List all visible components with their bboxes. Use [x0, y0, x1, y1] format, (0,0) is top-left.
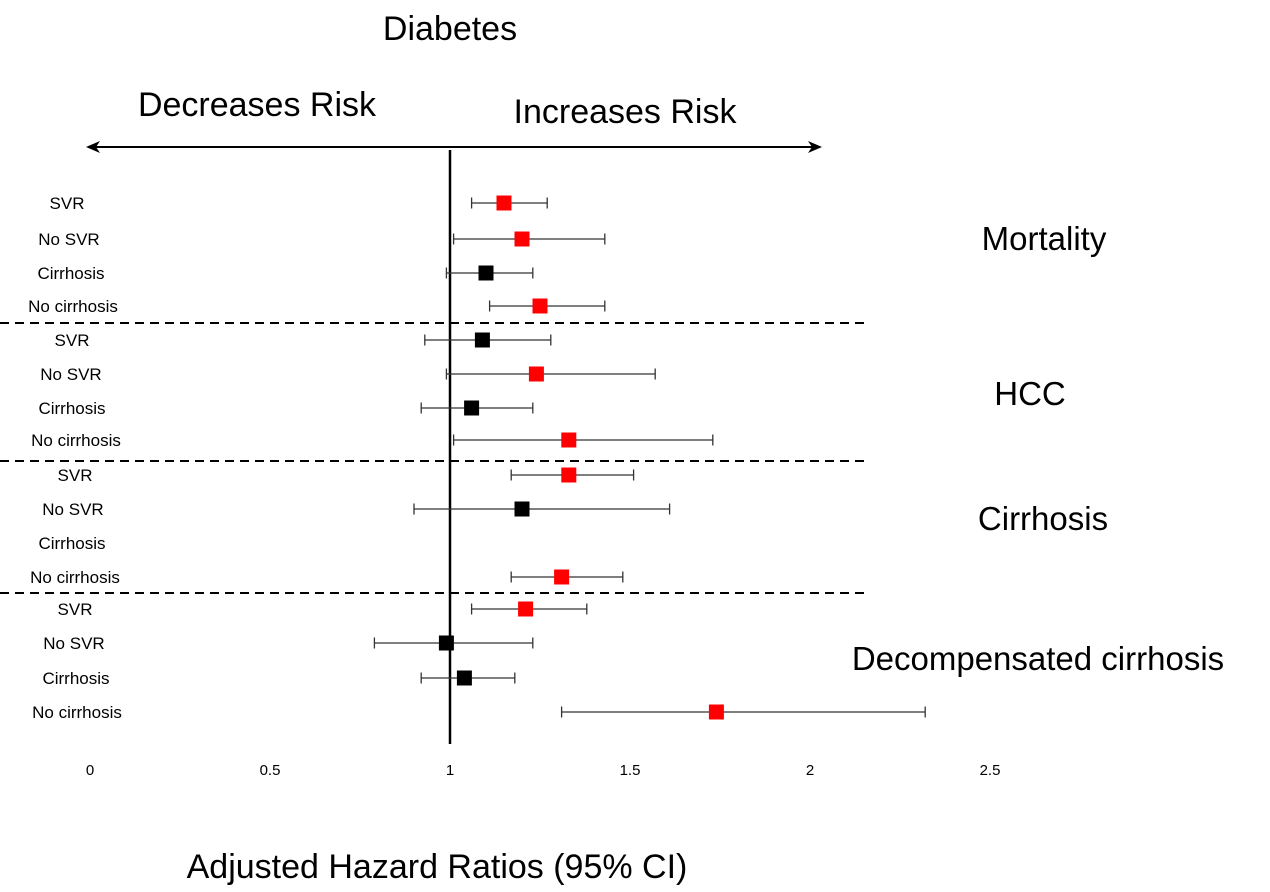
row-label: No SVR: [40, 365, 101, 384]
row-label: Cirrhosis: [38, 399, 105, 418]
row-label: No cirrhosis: [32, 703, 122, 722]
group-label: Mortality: [982, 220, 1107, 257]
row-label: Cirrhosis: [38, 534, 105, 553]
x-tick-label: 2: [806, 762, 814, 779]
x-tick-label: 1: [446, 762, 454, 779]
row-label: SVR: [50, 194, 85, 213]
x-tick-label: 2.5: [980, 762, 1001, 779]
hazard-ratio-point: [456, 670, 472, 686]
hazard-ratio-point: [464, 400, 480, 416]
chart-title: Diabetes: [383, 10, 517, 48]
row-label: No cirrhosis: [31, 431, 121, 450]
hazard-ratio-point: [708, 704, 724, 720]
row-label: Cirrhosis: [37, 264, 104, 283]
hazard-ratio-point: [474, 332, 490, 348]
row-label: SVR: [58, 600, 93, 619]
x-axis-label: Adjusted Hazard Ratios (95% CI): [187, 848, 688, 886]
hazard-ratio-point: [514, 501, 530, 517]
row-label: No cirrhosis: [28, 297, 118, 316]
hazard-ratio-point: [554, 569, 570, 585]
increases-risk-label: Increases Risk: [514, 93, 738, 131]
hazard-ratio-point: [518, 601, 534, 617]
x-tick-label: 0: [86, 762, 94, 779]
hazard-ratio-point: [561, 432, 577, 448]
group-label: Decompensated cirrhosis: [852, 640, 1224, 677]
row-label: No SVR: [43, 634, 104, 653]
hazard-ratio-point: [528, 366, 544, 382]
hazard-ratio-point: [478, 265, 494, 281]
decreases-risk-label: Decreases Risk: [138, 86, 377, 124]
hazard-ratio-point: [561, 467, 577, 483]
row-label: Cirrhosis: [42, 669, 109, 688]
hazard-ratio-point: [438, 635, 454, 651]
group-label: Cirrhosis: [978, 500, 1108, 537]
row-label: No SVR: [38, 230, 99, 249]
hazard-ratio-point: [496, 195, 512, 211]
x-tick-label: 0.5: [260, 762, 281, 779]
hazard-ratio-point: [532, 298, 548, 314]
x-tick-label: 1.5: [620, 762, 641, 779]
row-label: SVR: [58, 466, 93, 485]
row-label: SVR: [55, 331, 90, 350]
group-label: HCC: [994, 375, 1066, 412]
row-label: No cirrhosis: [30, 568, 120, 587]
hazard-ratio-point: [514, 231, 530, 247]
row-label: No SVR: [42, 500, 103, 519]
